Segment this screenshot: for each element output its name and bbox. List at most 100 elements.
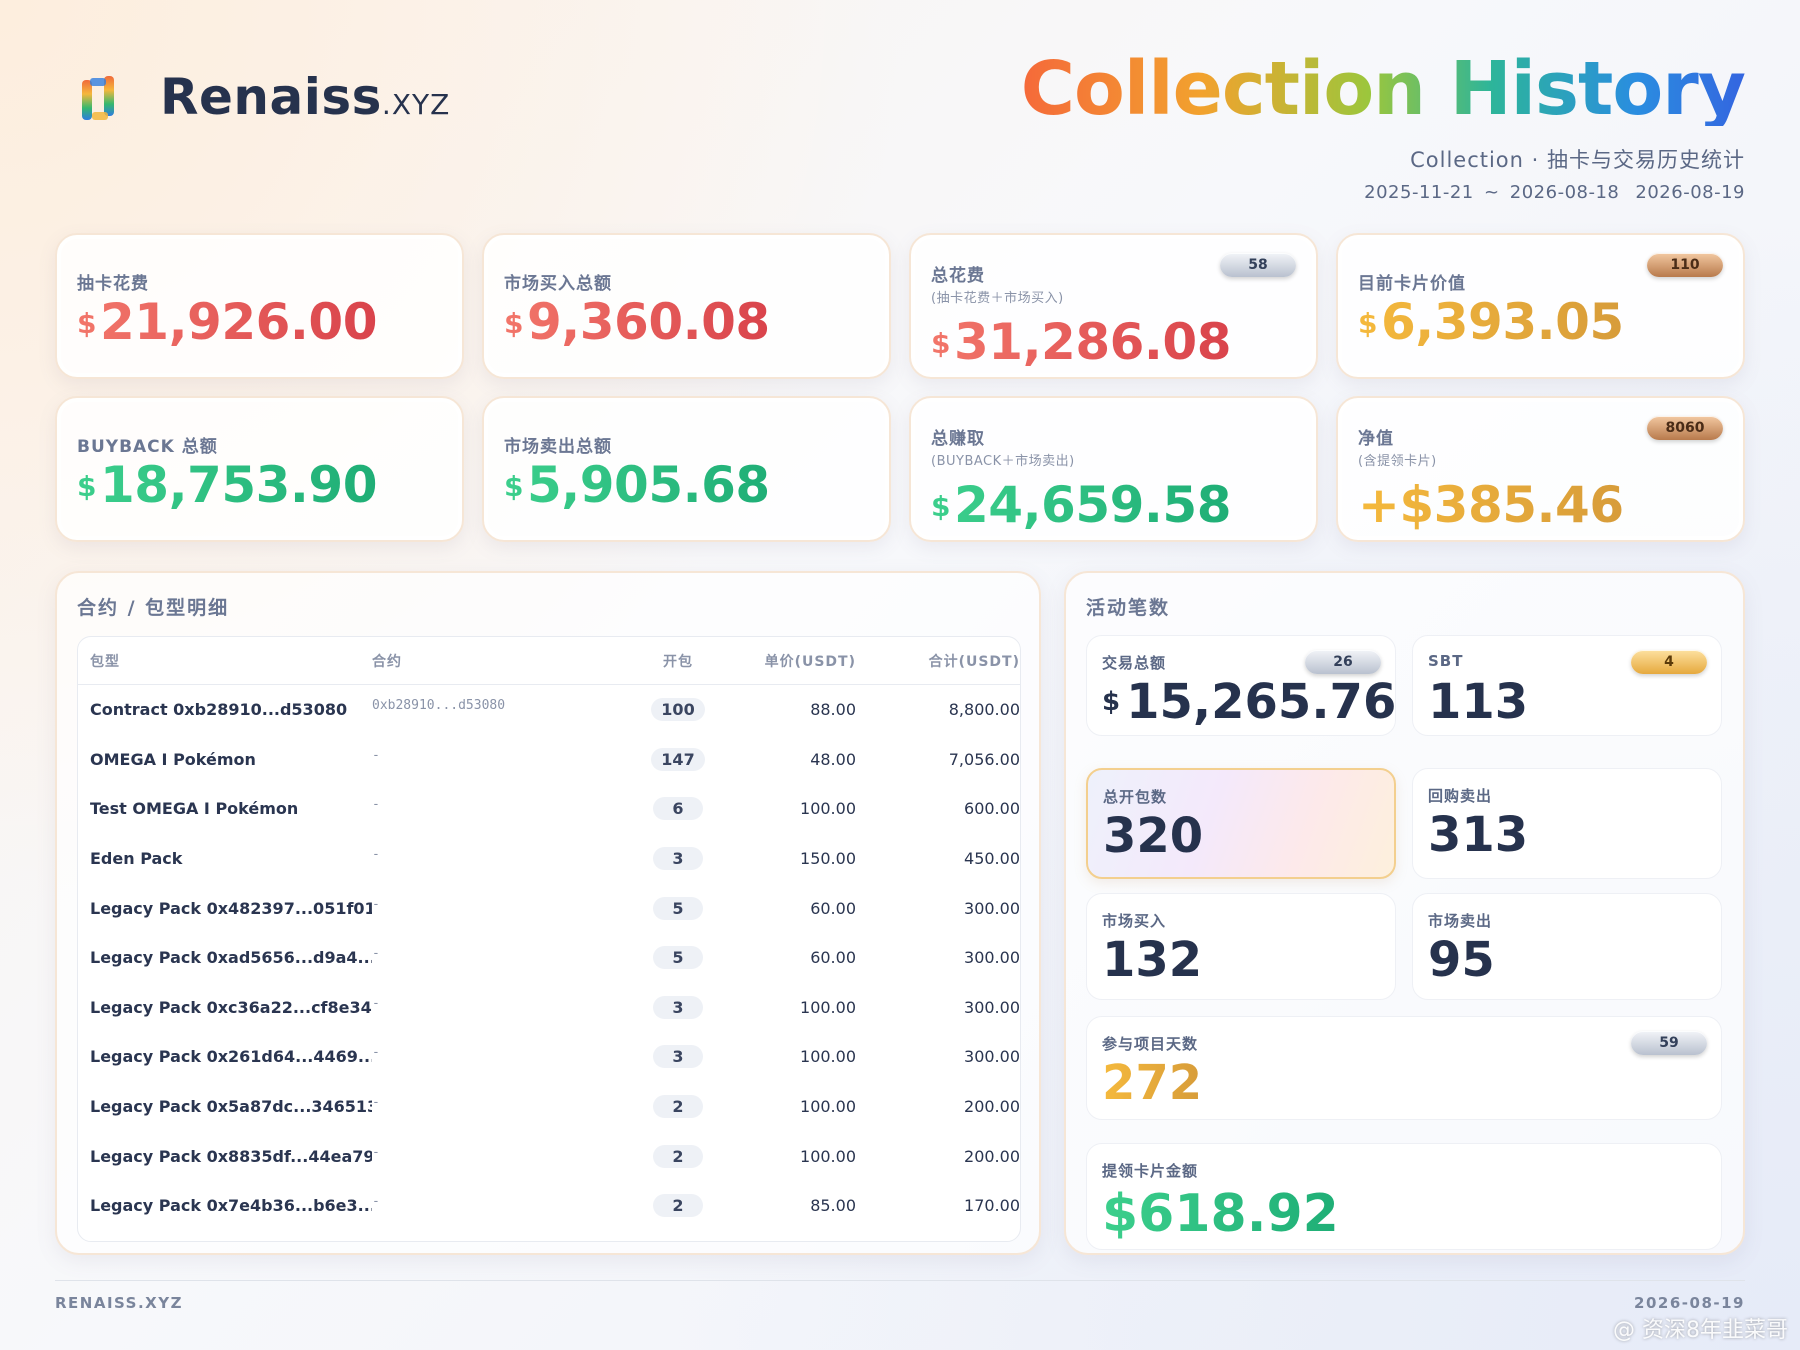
tile-label: 总开包数 [1103,788,1168,806]
summary-card: BUYBACK 总额 $18,753.90 [55,396,464,542]
count-pill: 3 [653,995,703,1019]
stat-tile: 市场买入 132 [1086,893,1396,1000]
card-amount: $24,659.58 [931,480,1231,530]
count-pill: 2 [653,1144,703,1168]
cell: 100.00 [800,1097,856,1117]
cell: OMEGA I Pokémon [90,749,256,769]
brand-name: Renaiss [160,68,382,126]
table-row: Test OMEGA I Pokémon - 6 100.00 600.00 [78,784,1020,834]
cell: 5 [634,946,722,970]
card-note: (BUYBACK＋市场卖出) [931,454,1075,469]
cell: 300.00 [964,1047,1020,1067]
count-pill: 2 [653,1095,703,1119]
card-label: 市场买入总额 [504,274,612,294]
table-row: Legacy Pack 0x261d64...4469... - 3 100.00 30… [78,1032,1020,1082]
cell: 6 [634,797,722,821]
count-pill: 100 [651,698,705,722]
value: 113 [1428,674,1529,730]
currency: $ [504,470,523,503]
amount-value: 9,360.08 [526,293,770,351]
value: 132 [1102,932,1203,988]
table-row: Contract 0xb28910...d53080 0xb28910...d53… [78,685,1020,735]
currency: $ [77,470,96,503]
cell: 3 [634,847,722,871]
badge: 58 [1220,253,1296,277]
cell: 2 [634,1144,722,1168]
cell: 300.00 [964,898,1020,918]
card-amount: +$385.46 [1358,480,1624,530]
cell: Contract 0xb28910...d53080 [90,700,348,720]
value: $618.92 [1102,1184,1339,1244]
summary-card: 总赚取 (BUYBACK＋市场卖出) $24,659.58 [909,396,1318,542]
amount-value: 21,926.00 [99,293,378,351]
currency: $ [1102,687,1121,717]
card-label: 净值 [1358,429,1394,449]
date-range: 2025-11-21 ~ 2026-08-18 [1364,182,1620,203]
cell: 100 [634,698,722,722]
table-row: Legacy Pack 0x7e4b36...b6e3... - 2 85.00 170… [78,1181,1020,1231]
cell: 3 [634,1045,722,1069]
stat-tile: 提领卡片金额 $618.92 [1086,1143,1722,1250]
stat-tile: 参与项目天数 59 272 [1086,1016,1722,1120]
tile-value: 313 [1428,811,1528,859]
column-header: 包型 [90,653,120,670]
footer-brand: RENAISS.XYZ [55,1294,183,1312]
tile-value: 95 [1428,936,1495,984]
value: 320 [1103,808,1204,864]
column-header: 开包 [663,653,693,670]
summary-card: 抽卡花费 $21,926.00 [55,233,464,379]
cell: - [372,995,380,1011]
card-amount: $18,753.90 [77,460,377,510]
logo-icon [82,76,114,120]
value: 95 [1428,932,1495,988]
cell: 2 [634,1095,722,1119]
tile-value: $15,265.76 [1102,678,1396,726]
tile-label: 市场卖出 [1428,912,1493,930]
cell: - [372,1095,380,1111]
column-header: 合约 [372,653,402,670]
stat-tile: 总开包数 320 [1086,768,1396,879]
tile-value: 132 [1102,936,1202,984]
report-date: 2026-08-19 [1635,182,1745,203]
table-row: OMEGA I Pokémon - 147 48.00 7,056.00 [78,735,1020,785]
cell: - [372,1045,380,1061]
cell: 88.00 [810,700,856,720]
count-pill: 3 [653,1045,703,1069]
cell: Legacy Pack 0xc36a22...cf8e34 [90,997,372,1017]
value: 313 [1428,807,1529,863]
cell: 8,800.00 [948,700,1020,720]
cell: Legacy Pack 0x261d64...4469... [90,1047,372,1067]
amount-value: 18,753.90 [99,456,378,514]
cell: 200.00 [964,1097,1020,1117]
tile-value: 320 [1103,812,1203,860]
amount-value: 5,905.68 [526,456,770,514]
watermark: @ 资深8年韭菜哥 [1613,1318,1788,1343]
cell: 150.00 [800,849,856,869]
value: 272 [1102,1055,1203,1111]
cell: 60.00 [810,948,856,968]
cell: - [372,896,380,912]
cell: 100.00 [800,799,856,819]
cell: 5 [634,896,722,920]
table-header: 包型 合约 开包 单价(USDT) 合计(USDT) [78,637,1020,685]
footer-divider [55,1280,1745,1281]
currency: $ [504,307,523,340]
count-pill: 3 [653,847,703,871]
card-amount: $9,360.08 [504,297,770,347]
card-amount: $5,905.68 [504,460,770,510]
subtitle: Collection · 抽卡与交易历史统计 [1410,148,1745,172]
value: 15,265.76 [1126,674,1397,730]
badge: 110 [1647,253,1723,277]
card-note: (含提领卡片) [1358,454,1437,469]
count-pill: 5 [653,946,703,970]
card-label: BUYBACK 总额 [77,437,218,457]
table-row: Legacy Pack 0xc36a22...cf8e34- 3 100.00 300… [78,983,1020,1033]
badge: 8060 [1647,416,1723,440]
currency: $ [1358,307,1377,340]
summary-card: 市场买入总额 $9,360.08 [482,233,891,379]
stat-tile: 市场卖出 95 [1412,893,1722,1000]
cell: 600.00 [964,799,1020,819]
cell: 2 [634,1194,722,1218]
cell: Legacy Pack 0x482397...051f01 [90,898,372,918]
